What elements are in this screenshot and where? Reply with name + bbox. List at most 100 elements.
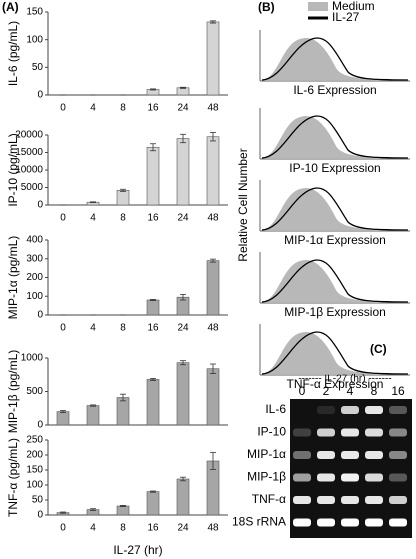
y-tick-label: 0 [37, 510, 43, 521]
gel-band [389, 496, 407, 504]
histogram-label: TNF-α Expression [287, 377, 384, 391]
bar [146, 299, 160, 316]
y-tick-label: 500 [26, 386, 43, 397]
gel-band [341, 518, 359, 527]
error-bar [120, 504, 126, 508]
y-tick-label: 100 [26, 291, 43, 302]
gel-band [317, 406, 335, 414]
row-label: IL-6 [265, 402, 286, 416]
histogram-label: IL-6 Expression [293, 83, 376, 97]
gel-band [365, 428, 383, 437]
gel-band [389, 518, 407, 527]
x-tick-label: 24 [177, 523, 189, 534]
gel-band [365, 473, 383, 482]
x-tick-label: 8 [120, 323, 126, 334]
error-bar [90, 508, 96, 511]
y-tick-label: 20000 [15, 130, 43, 141]
gel-band [317, 473, 335, 482]
bar [176, 362, 190, 426]
x-tick-label: 4 [90, 103, 96, 114]
gel-band [293, 496, 311, 504]
panel-label: (A) [2, 0, 19, 14]
error-bar [150, 490, 156, 493]
y-tick-label: 5000 [21, 182, 44, 193]
y-tick-label: 0 [37, 90, 43, 101]
error-bar [180, 86, 186, 89]
x-tick-label: 0 [60, 103, 66, 114]
gel-band [293, 451, 311, 459]
x-axis-label: IL-27 (hr) [113, 543, 162, 557]
legend-swatch [308, 2, 328, 11]
error-bar [150, 88, 156, 91]
bar [116, 505, 130, 516]
y-axis-label: IP-10 (pg/mL) [6, 133, 20, 206]
histogram-medium [262, 259, 408, 302]
y-tick-label: 50 [32, 62, 44, 73]
bar [176, 478, 190, 516]
histogram-medium [262, 115, 408, 158]
y-tick-label: 0 [37, 420, 43, 431]
gel-band [341, 473, 359, 482]
gel [290, 399, 412, 538]
y-tick-label: 300 [26, 253, 43, 264]
bar [206, 260, 220, 316]
y-axis-label: MIP-1α (pg/mL) [6, 236, 20, 320]
x-tick-label: 4 [90, 213, 96, 224]
bar [116, 397, 130, 426]
error-bar [120, 393, 126, 402]
error-bar [150, 299, 156, 301]
gel-band [389, 406, 407, 414]
error-bar [60, 511, 66, 514]
row-label: TNF-α [252, 492, 286, 506]
gel-band [317, 451, 335, 459]
y-tick-label: 50 [32, 495, 44, 506]
gel-band [389, 428, 407, 437]
gel-band [293, 473, 311, 482]
error-bar [180, 133, 186, 144]
gel-band [293, 406, 311, 414]
histogram-panel [259, 324, 410, 376]
gel-band [317, 428, 335, 437]
x-tick-label: 4 [90, 523, 96, 534]
y-tick-label: 100 [26, 34, 43, 45]
x-tick-label: 0 [60, 213, 66, 224]
gel-band [341, 406, 359, 414]
y-axis-label: TNF-α (pg/mL) [6, 438, 20, 517]
error-bar [150, 378, 156, 381]
gel-band [341, 451, 359, 459]
bar [146, 379, 160, 426]
x-tick-label: 48 [207, 323, 219, 334]
histograms [259, 30, 410, 376]
x-tick-label: 8 [120, 523, 126, 534]
x-tick-label: 8 [120, 103, 126, 114]
y-tick-label: 1000 [21, 353, 44, 364]
y-tick-label: 250 [26, 435, 43, 446]
gel-band [365, 451, 383, 459]
error-bar [210, 452, 216, 470]
y-tick-label: 200 [26, 450, 43, 461]
lane-label: 2 [323, 384, 330, 398]
x-tick-label: 16 [147, 523, 159, 534]
error-bar [120, 188, 126, 192]
gel-band [341, 496, 359, 504]
row-label: MIP-1α [247, 447, 286, 461]
x-tick-label: 48 [207, 103, 219, 114]
y-tick-label: 100 [26, 480, 43, 491]
gel-band [293, 428, 311, 437]
error-bar [180, 293, 186, 301]
error-bar [180, 476, 186, 482]
histogram-label: MIP-1α Expression [284, 233, 386, 247]
bar [146, 491, 160, 516]
error-bar [210, 20, 216, 24]
lane-label: 4 [347, 384, 354, 398]
x-tick-label: 0 [60, 523, 66, 534]
bar [116, 190, 130, 206]
gel-band [293, 518, 311, 527]
bar [176, 87, 190, 96]
gel-header: ------- IL-27 (hr) ------- [298, 374, 391, 385]
y-axis-label: MIP-1β (pg/mL) [6, 350, 20, 434]
histogram-label: MIP-1β Expression [284, 305, 386, 319]
gel-band [365, 496, 383, 504]
error-bar [180, 360, 186, 366]
